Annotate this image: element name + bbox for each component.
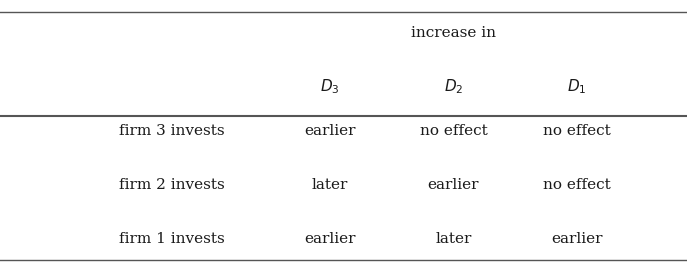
Text: no effect: no effect bbox=[420, 123, 487, 138]
Text: no effect: no effect bbox=[543, 123, 611, 138]
Text: later: later bbox=[312, 178, 348, 192]
Text: no effect: no effect bbox=[543, 178, 611, 192]
Text: earlier: earlier bbox=[428, 178, 479, 192]
Text: firm 1 invests: firm 1 invests bbox=[119, 232, 225, 246]
Text: $D_2$: $D_2$ bbox=[444, 78, 463, 96]
Text: $D_1$: $D_1$ bbox=[567, 78, 587, 96]
Text: later: later bbox=[436, 232, 471, 246]
Text: earlier: earlier bbox=[304, 232, 355, 246]
Text: firm 3 invests: firm 3 invests bbox=[119, 123, 225, 138]
Text: $D_3$: $D_3$ bbox=[320, 78, 339, 96]
Text: firm 2 invests: firm 2 invests bbox=[119, 178, 225, 192]
Text: earlier: earlier bbox=[552, 232, 602, 246]
Text: earlier: earlier bbox=[304, 123, 355, 138]
Text: increase in: increase in bbox=[411, 26, 496, 40]
